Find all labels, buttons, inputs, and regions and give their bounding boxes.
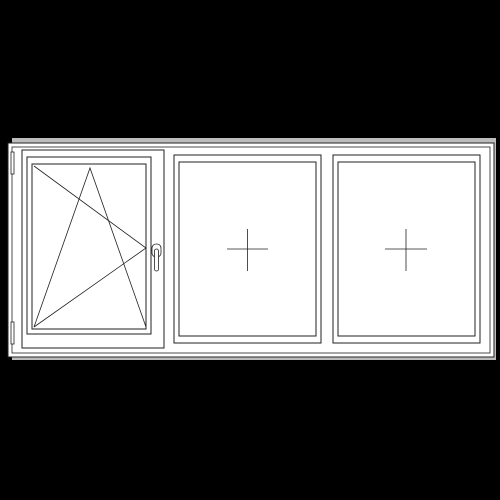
outer-frame-inner-edge [11,146,491,354]
sash-frame-left [26,156,152,335]
handle-icon [151,243,162,272]
turn-opening-symbol [33,165,147,328]
glass-pane-right [337,161,476,337]
hinge-icon-top [10,151,15,175]
fixed-pane-middle [173,154,322,344]
glass-pane-middle [178,161,317,337]
hinge-icon-bottom [10,321,15,345]
tilt-turn-sash [21,149,165,349]
tilt-opening-symbol [33,166,147,328]
sash-outer-left [21,149,165,349]
fixed-pane-right [332,154,481,344]
glass-pane-left [31,163,147,330]
